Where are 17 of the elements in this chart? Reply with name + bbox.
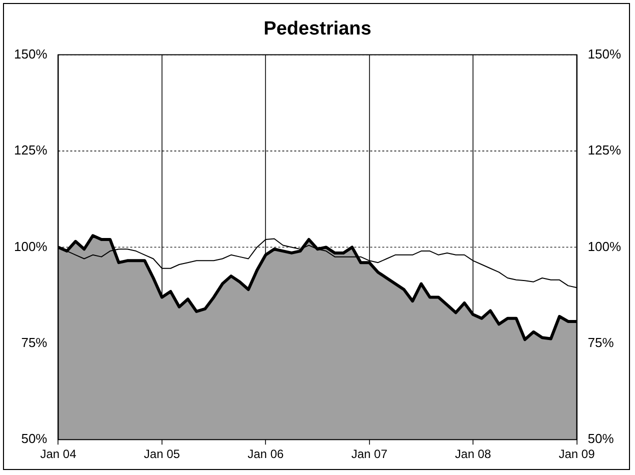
y2-tick-label: 100% xyxy=(588,238,622,254)
chart-title: Pedestrians xyxy=(264,18,372,40)
y-tick-label: 100% xyxy=(14,238,48,254)
y2-tick-label: 125% xyxy=(588,142,622,158)
y2-tick-label: 150% xyxy=(588,46,622,62)
y-tick-label: 150% xyxy=(14,46,48,62)
x-tick-label: Jan 05 xyxy=(144,447,180,462)
y-tick-label: 50% xyxy=(21,431,48,446)
x-tick-label: Jan 06 xyxy=(248,447,284,462)
y2-tick-label: 50% xyxy=(588,431,614,446)
x-tick-label: Jan 09 xyxy=(558,447,596,462)
y-tick-label: 125% xyxy=(14,142,48,158)
x-tick-label: Jan 07 xyxy=(351,447,388,462)
y-tick-label: 75% xyxy=(21,334,48,350)
x-tick-label: Jan 08 xyxy=(455,447,492,462)
y2-tick-label: 75% xyxy=(588,334,614,350)
x-tick-label: Jan 04 xyxy=(40,447,77,462)
